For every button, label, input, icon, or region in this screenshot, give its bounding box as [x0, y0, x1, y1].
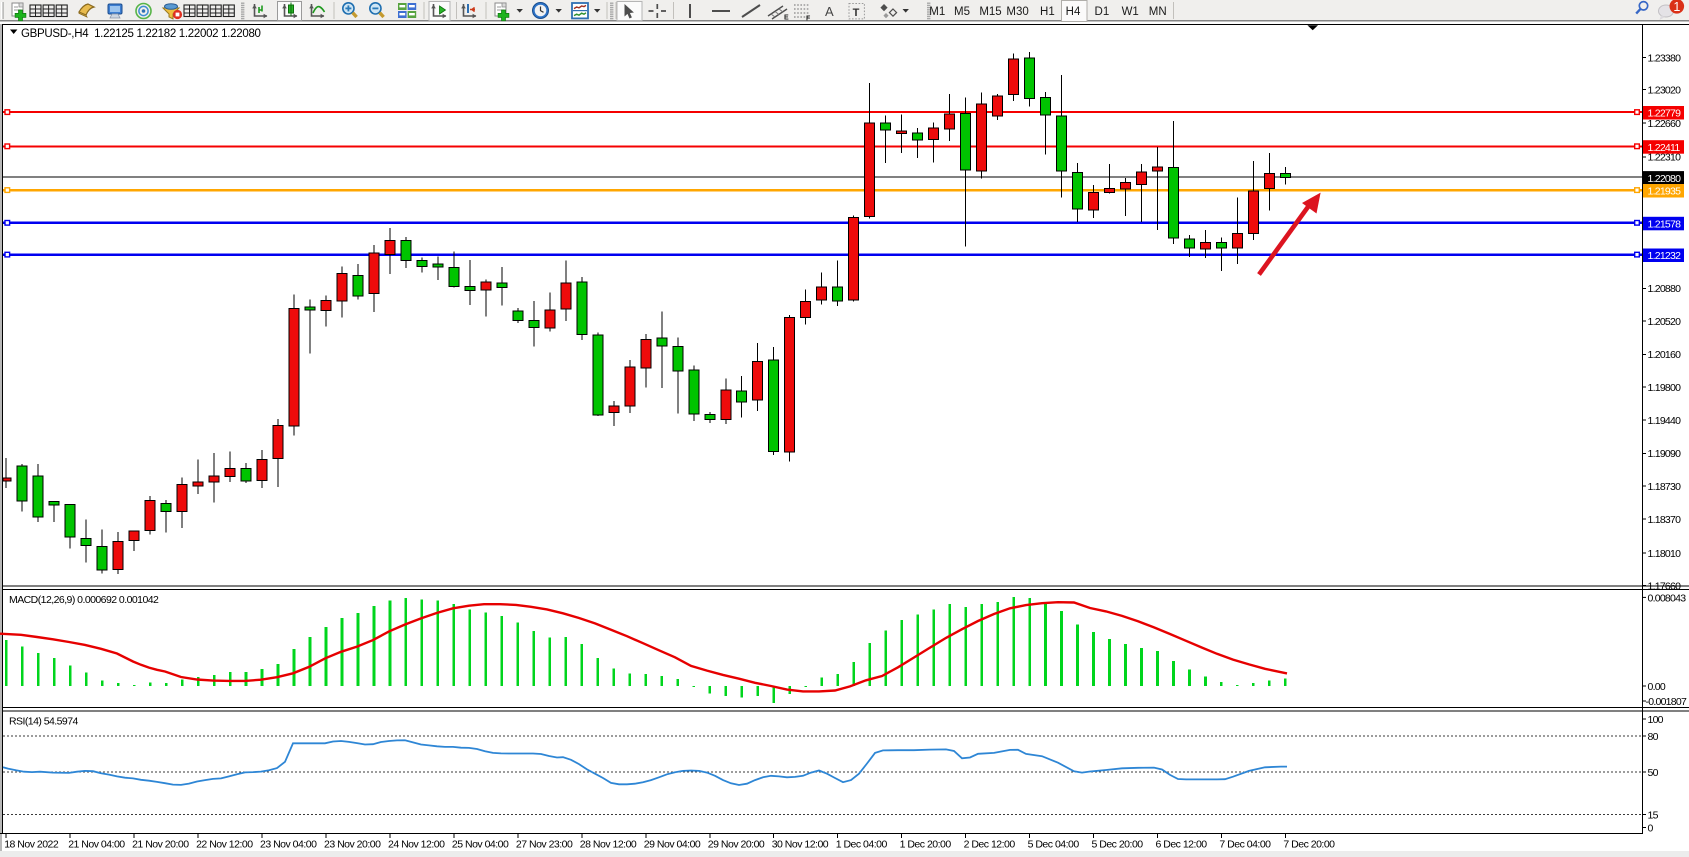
svg-text:28 Nov 12:00: 28 Nov 12:00 — [580, 839, 637, 851]
svg-text:24 Nov 12:00: 24 Nov 12:00 — [388, 839, 445, 851]
svg-text:80: 80 — [1648, 731, 1659, 743]
svg-text:100: 100 — [1648, 714, 1664, 726]
svg-text:-0.001807: -0.001807 — [1646, 696, 1687, 708]
svg-text:GBPUSD-,H4 1.22125 1.22182 1.: GBPUSD-,H4 1.22125 1.22182 1.22002 1.220… — [21, 28, 261, 40]
svg-text:1.22080: 1.22080 — [1648, 173, 1682, 185]
svg-text:1.21935: 1.21935 — [1648, 186, 1682, 198]
svg-text:MN: MN — [1149, 6, 1167, 18]
svg-text:1.17660: 1.17660 — [1648, 580, 1682, 592]
svg-text:50: 50 — [1648, 767, 1659, 779]
svg-text:29 Nov 20:00: 29 Nov 20:00 — [708, 839, 765, 851]
svg-text:5 Dec 04:00: 5 Dec 04:00 — [1028, 839, 1080, 851]
svg-text:M30: M30 — [1006, 6, 1028, 18]
svg-text:30 Nov 12:00: 30 Nov 12:00 — [772, 839, 829, 851]
svg-text:1.22660: 1.22660 — [1648, 118, 1682, 130]
svg-text:1.21232: 1.21232 — [1648, 250, 1682, 262]
svg-text:1.18370: 1.18370 — [1648, 514, 1682, 526]
svg-text:6 Dec 12:00: 6 Dec 12:00 — [1156, 839, 1208, 851]
svg-text:2 Dec 12:00: 2 Dec 12:00 — [964, 839, 1016, 851]
svg-text:21 Nov 20:00: 21 Nov 20:00 — [132, 839, 189, 851]
svg-text:T: T — [853, 7, 860, 19]
svg-text:1.20160: 1.20160 — [1648, 349, 1682, 361]
svg-text:5 Dec 20:00: 5 Dec 20:00 — [1092, 839, 1144, 851]
svg-text:18 Nov 2022: 18 Nov 2022 — [4, 839, 59, 851]
svg-text:27 Nov 23:00: 27 Nov 23:00 — [516, 839, 573, 851]
svg-text:7 Dec 04:00: 7 Dec 04:00 — [1219, 839, 1271, 851]
svg-text:1.22779: 1.22779 — [1648, 108, 1682, 120]
svg-text:1.23020: 1.23020 — [1648, 85, 1682, 97]
svg-text:25 Nov 04:00: 25 Nov 04:00 — [452, 839, 509, 851]
svg-text:1.20880: 1.20880 — [1648, 283, 1682, 295]
svg-text:M5: M5 — [954, 6, 970, 18]
svg-text:23 Nov 04:00: 23 Nov 04:00 — [260, 839, 317, 851]
svg-text:21 Nov 04:00: 21 Nov 04:00 — [68, 839, 125, 851]
svg-text:H1: H1 — [1040, 6, 1055, 18]
svg-text:1.21578: 1.21578 — [1648, 218, 1682, 230]
svg-text:1: 1 — [1673, 0, 1680, 14]
svg-text:D1: D1 — [1095, 6, 1110, 18]
svg-text:0.00: 0.00 — [1648, 681, 1666, 693]
svg-text:1.23380: 1.23380 — [1648, 52, 1682, 64]
svg-text:0: 0 — [1648, 822, 1654, 834]
svg-text:15: 15 — [1648, 810, 1659, 822]
svg-text:M15: M15 — [979, 6, 1001, 18]
svg-text:1.19440: 1.19440 — [1648, 415, 1682, 427]
svg-text:W1: W1 — [1122, 6, 1139, 18]
svg-text:22 Nov 12:00: 22 Nov 12:00 — [196, 839, 253, 851]
svg-text:1 Dec 04:00: 1 Dec 04:00 — [836, 839, 888, 851]
svg-text:23 Nov 20:00: 23 Nov 20:00 — [324, 839, 381, 851]
svg-text:1.19090: 1.19090 — [1648, 448, 1682, 460]
svg-text:1.18010: 1.18010 — [1648, 548, 1682, 560]
svg-text:1.18730: 1.18730 — [1648, 481, 1682, 493]
svg-text:0.008043: 0.008043 — [1648, 592, 1687, 604]
svg-text:H4: H4 — [1066, 6, 1081, 18]
svg-text:1 Dec 20:00: 1 Dec 20:00 — [900, 839, 952, 851]
svg-text:29 Nov 04:00: 29 Nov 04:00 — [644, 839, 701, 851]
svg-text:7 Dec 20:00: 7 Dec 20:00 — [1283, 839, 1335, 851]
svg-text:RSI(14) 54.5974: RSI(14) 54.5974 — [9, 716, 79, 728]
svg-text:1.22411: 1.22411 — [1648, 142, 1681, 154]
svg-text:F: F — [806, 16, 811, 23]
svg-text:1.19800: 1.19800 — [1648, 382, 1682, 394]
svg-text:1.20520: 1.20520 — [1648, 316, 1682, 328]
svg-text:MACD(12,26,9) 0.000692 0.00104: MACD(12,26,9) 0.000692 0.001042 — [9, 594, 159, 606]
svg-text:A: A — [825, 4, 834, 19]
svg-text:E: E — [784, 15, 789, 22]
svg-text:M1: M1 — [929, 6, 945, 18]
svg-text:1.22310: 1.22310 — [1648, 152, 1682, 164]
